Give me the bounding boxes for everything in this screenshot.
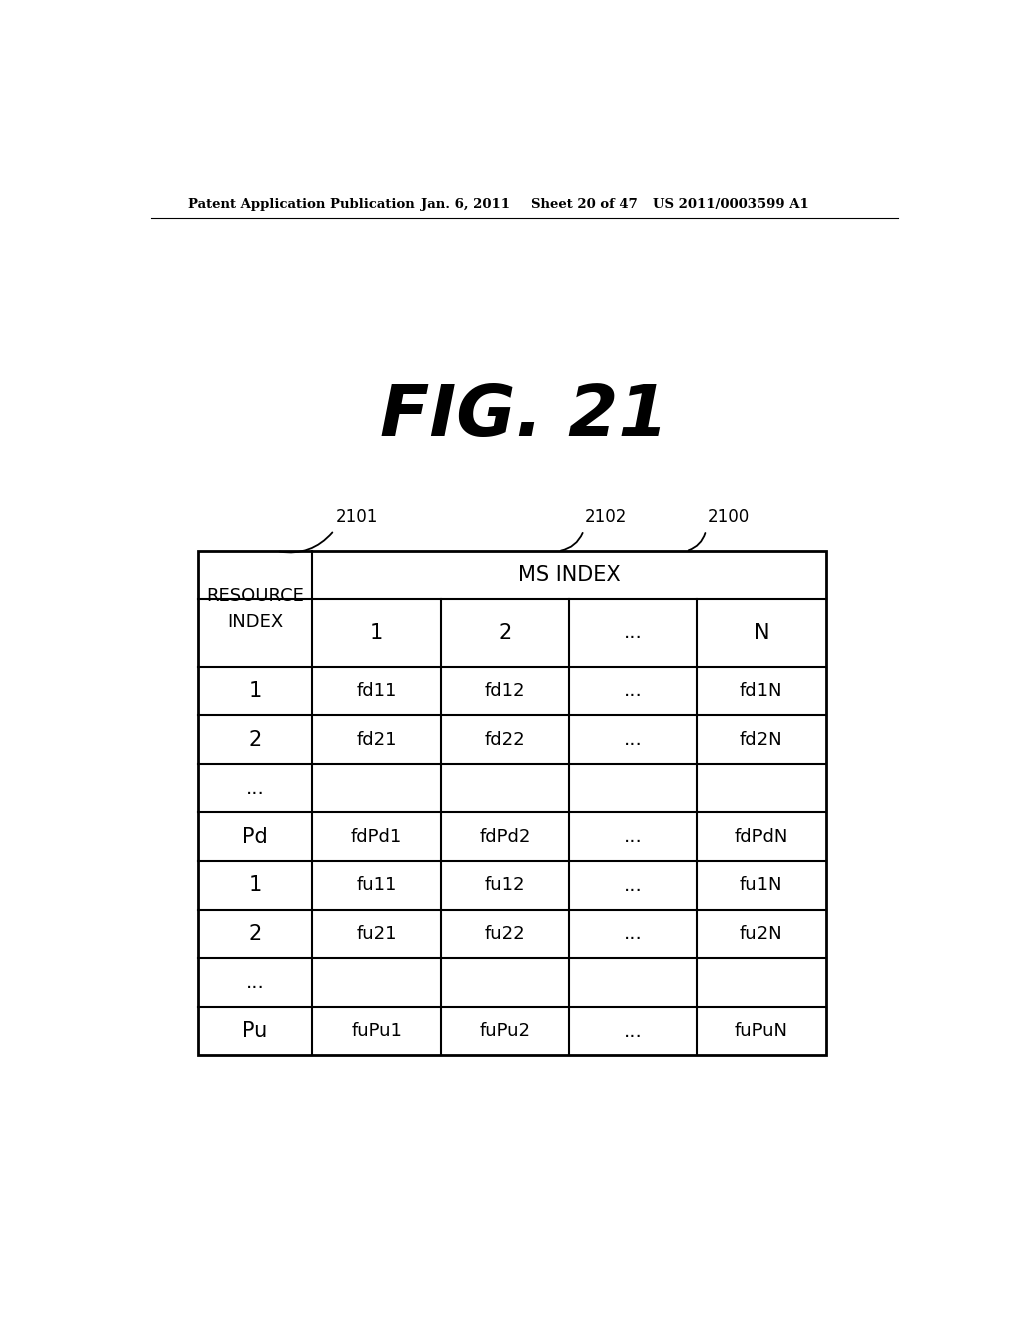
Text: ...: ... xyxy=(246,779,264,797)
Text: fd11: fd11 xyxy=(356,682,396,700)
Text: 2: 2 xyxy=(249,730,262,750)
Text: fu1N: fu1N xyxy=(740,876,782,895)
Text: 2102: 2102 xyxy=(586,508,628,527)
Text: fd21: fd21 xyxy=(356,730,397,748)
Text: FIG. 21: FIG. 21 xyxy=(381,381,669,450)
Text: Sheet 20 of 47: Sheet 20 of 47 xyxy=(531,198,638,211)
Text: fu12: fu12 xyxy=(484,876,525,895)
Text: 2100: 2100 xyxy=(708,508,750,527)
Text: fu21: fu21 xyxy=(356,925,397,942)
Text: ...: ... xyxy=(624,623,642,643)
Text: 1: 1 xyxy=(249,681,262,701)
Text: 2101: 2101 xyxy=(336,508,378,527)
Text: fd1N: fd1N xyxy=(740,682,782,700)
Text: Pd: Pd xyxy=(243,826,268,846)
Text: fuPu1: fuPu1 xyxy=(351,1022,402,1040)
Text: ...: ... xyxy=(624,1022,642,1040)
Text: fdPd2: fdPd2 xyxy=(479,828,530,846)
Text: ...: ... xyxy=(624,681,642,701)
Text: 2: 2 xyxy=(249,924,262,944)
Text: ...: ... xyxy=(624,924,642,944)
Text: Jan. 6, 2011: Jan. 6, 2011 xyxy=(421,198,510,211)
Text: ...: ... xyxy=(624,828,642,846)
Text: fd12: fd12 xyxy=(484,682,525,700)
Text: fu2N: fu2N xyxy=(740,925,782,942)
Text: Patent Application Publication: Patent Application Publication xyxy=(188,198,415,211)
Text: fuPu2: fuPu2 xyxy=(479,1022,530,1040)
Text: ...: ... xyxy=(246,973,264,993)
Text: US 2011/0003599 A1: US 2011/0003599 A1 xyxy=(653,198,809,211)
Text: 1: 1 xyxy=(370,623,383,643)
Text: 2: 2 xyxy=(499,623,511,643)
Text: fd22: fd22 xyxy=(484,730,525,748)
Text: Pu: Pu xyxy=(243,1022,267,1041)
Text: fd2N: fd2N xyxy=(740,730,782,748)
Text: MS INDEX: MS INDEX xyxy=(518,565,621,585)
Text: fu11: fu11 xyxy=(356,876,396,895)
Text: 1: 1 xyxy=(249,875,262,895)
Text: fuPuN: fuPuN xyxy=(735,1022,787,1040)
Text: fdPdN: fdPdN xyxy=(734,828,788,846)
Text: N: N xyxy=(754,623,769,643)
Text: RESOURCE
INDEX: RESOURCE INDEX xyxy=(206,586,304,631)
Text: ...: ... xyxy=(624,730,642,748)
Text: ...: ... xyxy=(624,876,642,895)
Text: fdPd1: fdPd1 xyxy=(351,828,402,846)
Text: fu22: fu22 xyxy=(484,925,525,942)
